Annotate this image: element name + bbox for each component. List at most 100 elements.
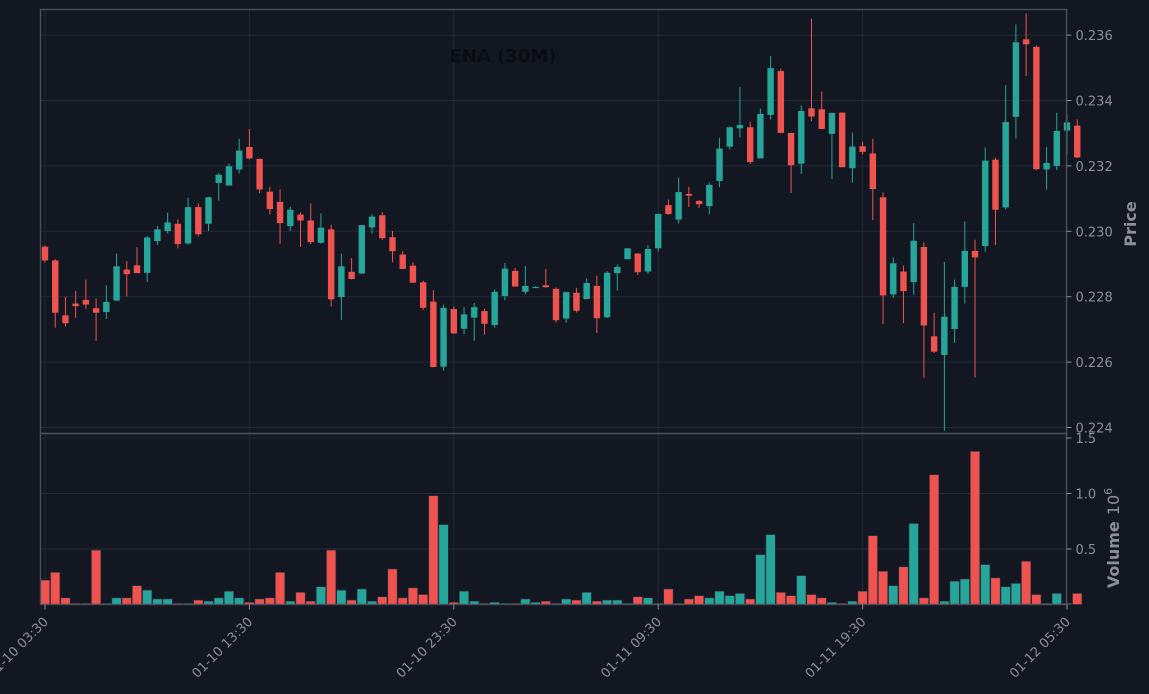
volume-bar — [786, 595, 797, 605]
candle-body — [685, 194, 693, 196]
candle — [563, 291, 570, 323]
volume-bar — [315, 586, 326, 605]
candle-body — [828, 112, 836, 134]
candle — [501, 263, 509, 301]
candle — [1022, 13, 1030, 76]
candle-body — [287, 209, 294, 227]
time-tick-label: 01-12 05:30 — [1007, 615, 1074, 682]
candle — [409, 262, 417, 283]
candle-body — [859, 146, 866, 152]
volume-tick-label: 1.5 — [1076, 432, 1097, 447]
candle-body — [1002, 122, 1009, 208]
candle — [746, 121, 754, 164]
candle — [154, 225, 161, 246]
candle-body — [1033, 46, 1040, 170]
candle-body — [246, 146, 253, 159]
candle — [123, 261, 130, 297]
volume-bar — [520, 598, 531, 605]
candle-body — [491, 291, 498, 326]
volume-tick-label: 0.5 — [1076, 543, 1097, 558]
candle-body — [195, 207, 202, 235]
candle-body — [522, 285, 529, 292]
candle-body — [133, 265, 141, 274]
time-tick-label: 01-11 19:30 — [803, 615, 870, 682]
candle — [205, 196, 212, 231]
candle-body — [256, 159, 263, 190]
volume-bar — [254, 598, 265, 605]
candle — [890, 257, 897, 299]
candle — [941, 262, 948, 432]
price-axis: 0.224 0.226 0.228 0.230 0.232 0.234 0.236 — [1066, 29, 1113, 437]
candle-body — [542, 285, 549, 288]
volume-bar — [1072, 593, 1083, 605]
candle-body — [389, 237, 396, 252]
volume-bars — [39, 451, 1083, 605]
price-tick-label: 0.232 — [1076, 160, 1113, 175]
volume-bar — [1051, 593, 1062, 605]
volume-bar — [970, 451, 981, 605]
candle-body — [890, 263, 897, 295]
candle — [1074, 119, 1081, 159]
volume-bar — [755, 554, 766, 605]
volume-bar — [275, 572, 286, 605]
candle — [522, 265, 529, 295]
volume-bar — [642, 597, 653, 605]
volume-bar — [796, 575, 807, 605]
candle-body — [992, 159, 999, 210]
volume-bar — [867, 535, 878, 605]
candle-body — [675, 192, 682, 220]
candle — [849, 132, 856, 183]
candle-body — [951, 286, 958, 330]
price-tick-label: 0.226 — [1076, 356, 1113, 371]
volume-panel-frame — [39, 432, 1068, 606]
candle-body — [563, 292, 570, 319]
candle — [634, 253, 641, 276]
candle-body — [603, 272, 611, 318]
candle-body — [338, 266, 345, 298]
candle — [920, 242, 928, 378]
volume-bar — [152, 598, 163, 605]
candle — [430, 290, 437, 368]
candle-body — [818, 109, 825, 129]
candle — [982, 147, 989, 252]
candle — [685, 186, 693, 208]
candle — [961, 221, 968, 304]
candle-body — [399, 254, 406, 269]
candle — [471, 302, 478, 341]
candle — [900, 265, 907, 324]
time-tick-label: 01-11 09:30 — [598, 615, 665, 682]
candle — [511, 267, 519, 287]
volume-bar — [142, 589, 153, 605]
candle — [266, 186, 274, 215]
candle — [184, 197, 192, 245]
price-axis-title: Price — [1121, 201, 1140, 247]
candle-body — [154, 229, 161, 242]
candle — [72, 290, 79, 318]
candle — [144, 235, 151, 282]
time-axis: 01-10 03:30 01-10 13:30 01-10 23:30 01-11 0… — [0, 604, 1074, 682]
candle — [716, 137, 723, 188]
volume-axis-label: Volume — [1104, 521, 1123, 588]
candle — [706, 182, 713, 215]
candle-body — [501, 268, 509, 297]
candle-body — [1053, 130, 1060, 166]
candle-body — [1022, 39, 1030, 45]
candle — [1002, 85, 1009, 210]
candle-body — [41, 246, 49, 261]
candle-body — [767, 68, 774, 115]
volume-bar — [888, 585, 899, 605]
candle — [593, 275, 601, 333]
volume-bar — [295, 591, 306, 605]
candle-body — [174, 223, 182, 245]
candle — [859, 141, 866, 155]
candle-body — [971, 250, 979, 258]
candle-body — [736, 125, 744, 129]
candle-body — [624, 248, 631, 260]
candle-body — [72, 303, 79, 307]
time-tick-label: 01-10 23:30 — [394, 615, 461, 682]
candle — [736, 86, 744, 138]
candle — [583, 278, 590, 299]
chart-title: ENA (30M) — [450, 46, 557, 67]
candle-body — [82, 299, 90, 305]
candle — [1012, 24, 1020, 139]
